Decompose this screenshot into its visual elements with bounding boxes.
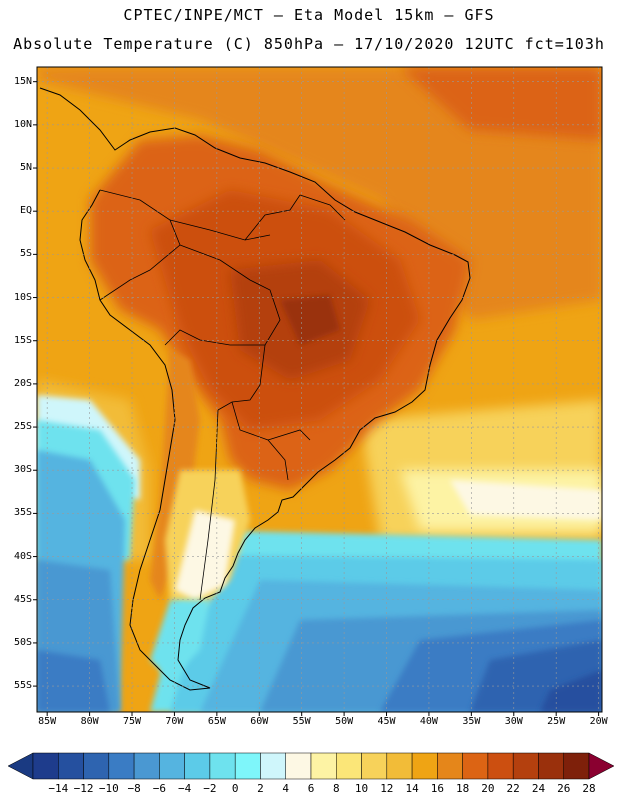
latitude-label: 5S <box>19 248 32 260</box>
lat-lon-grid <box>37 67 602 712</box>
legend-swatch <box>260 752 286 780</box>
coastline <box>39 87 471 691</box>
legend-swatch <box>58 752 84 780</box>
longitude-label: 65W <box>207 716 226 727</box>
legend-label: −2 <box>203 782 217 795</box>
latitude-label: 10S <box>13 291 32 303</box>
longitude-label: 60W <box>250 716 269 727</box>
legend-label: −10 <box>98 782 119 795</box>
legend-under-arrow <box>7 752 34 780</box>
map-frame <box>36 66 603 713</box>
longitude-label: 75W <box>122 716 142 727</box>
latitude-label: 10N <box>13 118 32 130</box>
legend-label: 28 <box>582 782 596 795</box>
legend-swatch <box>361 752 388 780</box>
legend-swatch <box>538 752 564 780</box>
latitude-label: 50S <box>13 636 32 648</box>
latitude-label: 40S <box>13 550 32 562</box>
legend-swatch <box>336 752 362 780</box>
longitude-label: 20W <box>589 716 608 727</box>
country-borders <box>99 189 346 601</box>
legend-over-arrow <box>588 752 615 780</box>
latitude-label: 5N <box>19 162 32 174</box>
legend-label: −14 <box>48 782 69 795</box>
legend-label: 18 <box>456 782 470 795</box>
legend-swatch <box>159 752 185 780</box>
legend-label: 16 <box>430 782 444 795</box>
longitude-label: 80W <box>80 716 99 727</box>
latitude-label: 15N <box>13 75 32 87</box>
title-line-1: CPTEC/INPE/MCT – Eta Model 15km – GFS <box>123 6 495 24</box>
legend-swatch <box>32 752 59 780</box>
legend-swatch <box>209 752 236 780</box>
legend-label: 10 <box>354 782 369 795</box>
legend-swatch <box>83 752 110 780</box>
legend-swatch <box>234 752 261 780</box>
longitude-label: 55W <box>292 716 311 727</box>
latitude-label: 35S <box>13 507 32 519</box>
legend-swatch <box>285 752 312 780</box>
longitude-label: 35W <box>462 716 481 727</box>
longitude-label: 30W <box>504 716 523 727</box>
longitude-label: 40W <box>419 716 438 727</box>
legend-swatch <box>386 752 413 780</box>
legend-label: −12 <box>73 782 94 795</box>
legend-label: 14 <box>405 782 419 795</box>
legend-swatch <box>184 752 211 780</box>
legend-swatch <box>437 752 463 780</box>
legend-swatch <box>563 752 590 780</box>
legend-label: 24 <box>531 782 546 795</box>
legend-label: −6 <box>152 782 166 795</box>
legend-swatch <box>310 752 337 780</box>
title-line-2: Absolute Temperature (C) 850hPa – 17/10/… <box>13 35 605 53</box>
legend-swatch <box>512 752 539 780</box>
legend-label: 6 <box>307 782 315 795</box>
legend-label: −4 <box>178 782 192 795</box>
legend-label: 26 <box>557 782 571 795</box>
latitude-label: 20S <box>13 377 32 389</box>
longitude-label: 50W <box>335 716 354 727</box>
latitude-label: 25S <box>13 421 32 433</box>
legend-label: 4 <box>282 782 290 795</box>
legend-swatch <box>108 752 135 780</box>
legend-swatch <box>487 752 514 780</box>
legend-label: 2 <box>257 782 264 795</box>
latitude-label: 15S <box>13 334 32 346</box>
legend-label: 0 <box>231 782 239 795</box>
longitude-label: 25W <box>547 716 566 727</box>
latitude-label: EQ <box>19 205 32 217</box>
legend-swatch <box>411 752 438 780</box>
longitude-label: 70W <box>165 716 184 727</box>
legend-label: 20 <box>481 782 495 795</box>
latitude-label: 30S <box>13 464 32 476</box>
latitude-label: 55S <box>13 680 32 692</box>
longitude-label: 85W <box>38 716 57 727</box>
latitude-label: 45S <box>13 593 32 605</box>
legend-label: 12 <box>380 782 394 795</box>
legend-label: 8 <box>332 782 340 795</box>
legend-swatch <box>462 752 489 780</box>
longitude-label: 45W <box>377 716 396 727</box>
temperature-field <box>37 67 602 712</box>
legend-swatch <box>133 752 160 780</box>
legend-label: −8 <box>127 782 141 795</box>
legend-label: 22 <box>506 782 520 795</box>
